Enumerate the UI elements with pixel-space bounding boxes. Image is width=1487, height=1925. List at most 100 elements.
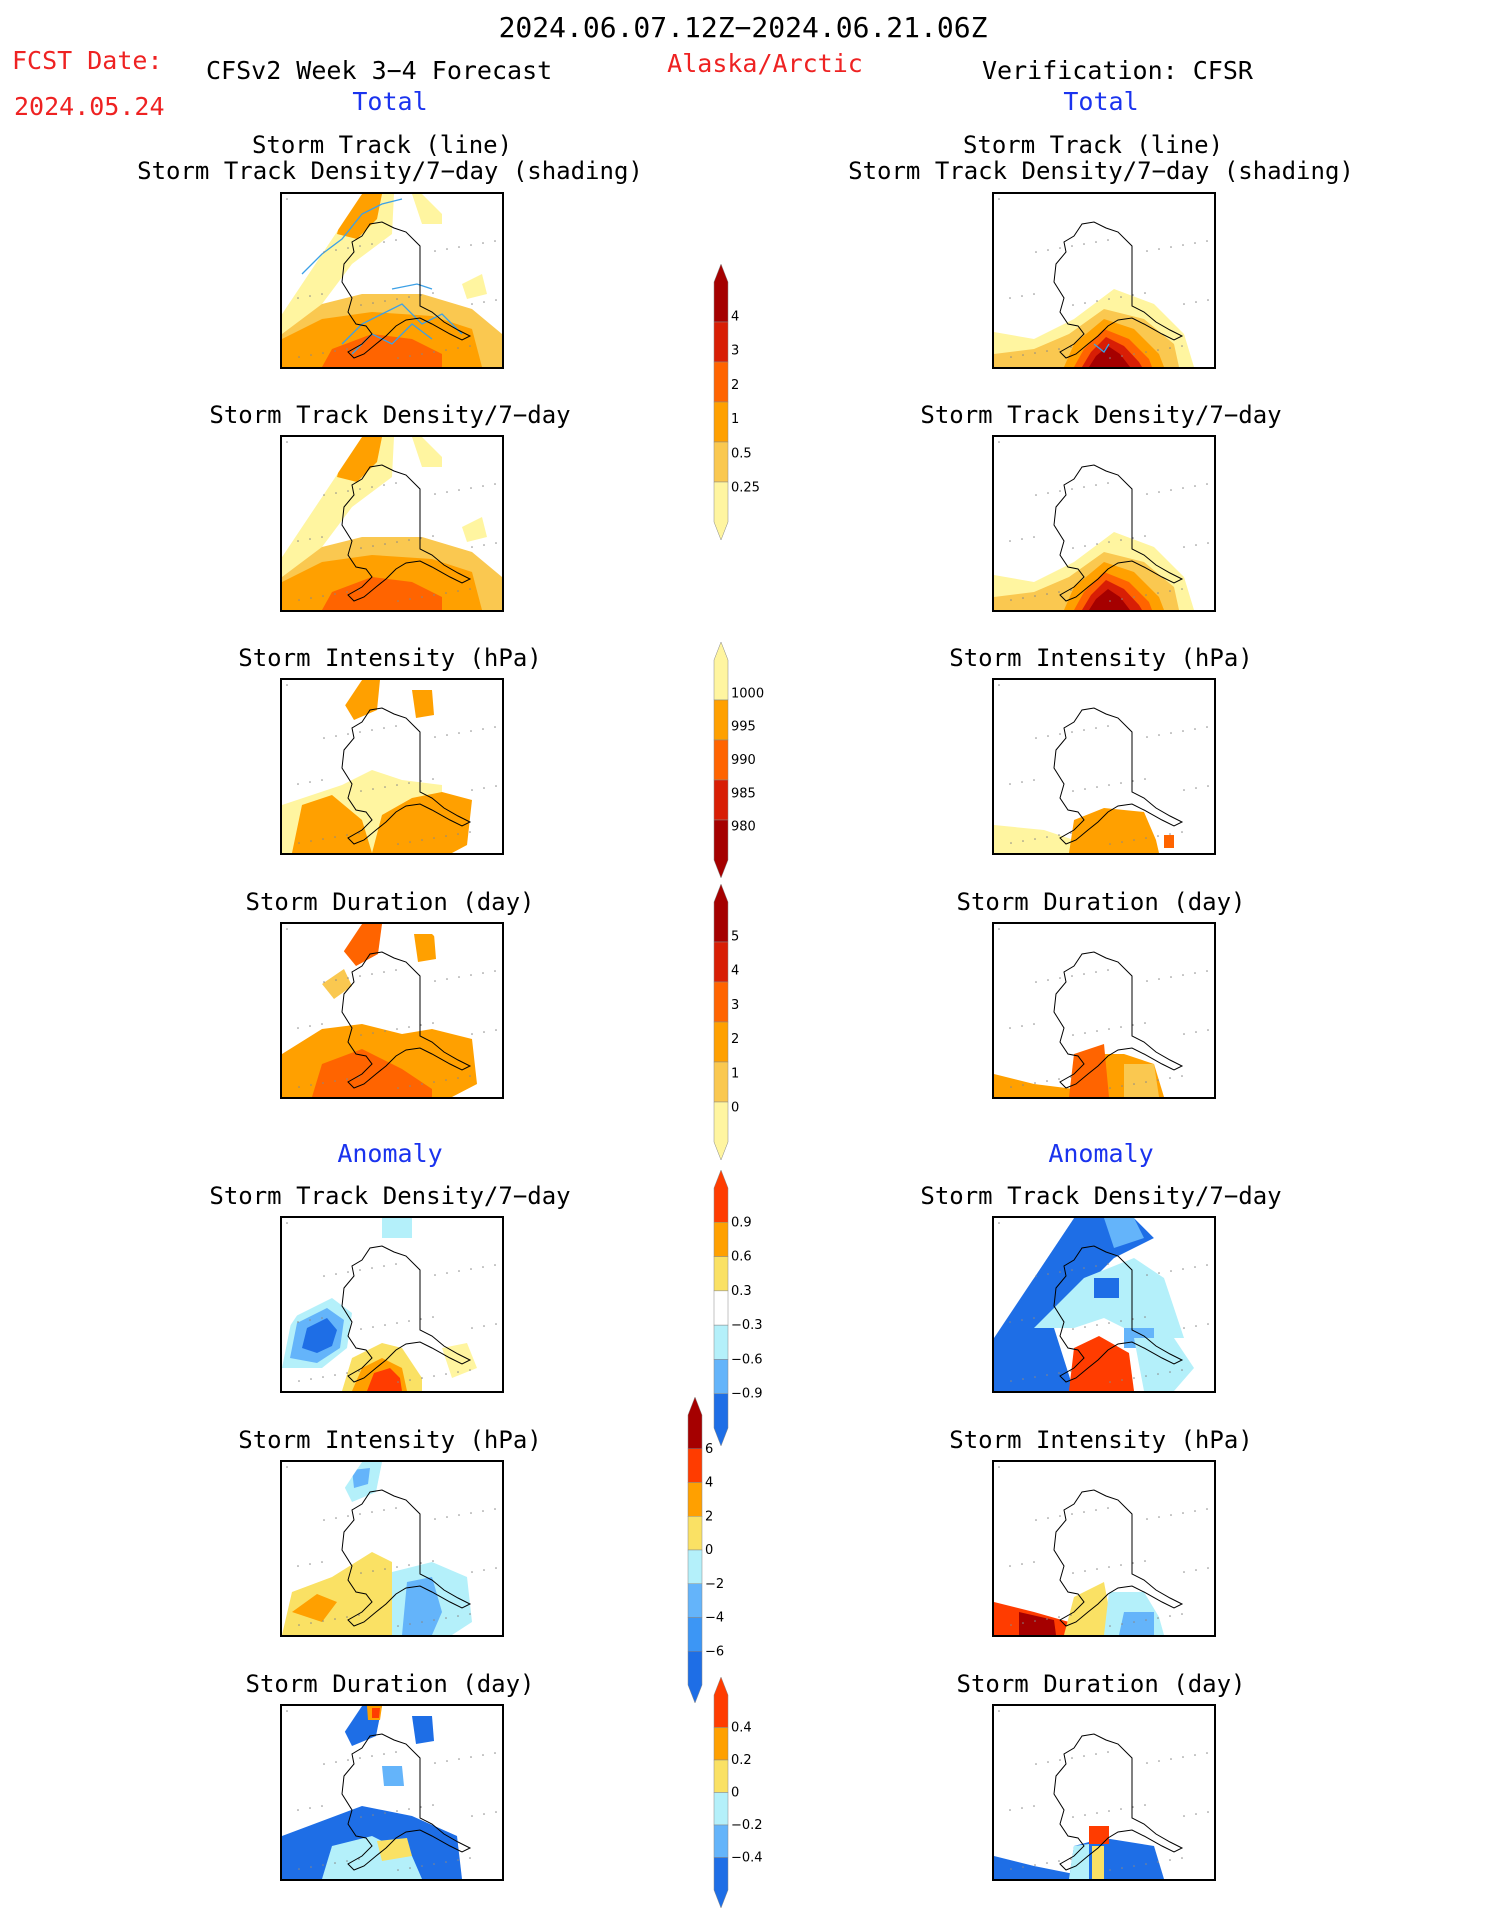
colorbar-tick-label: −0.3 bbox=[731, 1318, 763, 1333]
graticule-dot bbox=[1145, 1863, 1147, 1865]
graticule-dot bbox=[1183, 1327, 1185, 1329]
map-canvas bbox=[282, 924, 497, 1097]
graticule-dot bbox=[298, 599, 300, 601]
colorbar-swatch bbox=[713, 1857, 729, 1909]
graticule-dot bbox=[322, 1864, 324, 1866]
graticule-dot bbox=[1083, 973, 1085, 975]
graticule-dot bbox=[998, 1466, 1000, 1468]
graticule-dot bbox=[494, 1508, 496, 1510]
graticule-dot bbox=[434, 1274, 436, 1276]
shaded-region bbox=[1092, 1846, 1104, 1879]
anomaly-label-left: Anomaly bbox=[337, 1139, 443, 1168]
graticule-dot bbox=[432, 292, 434, 294]
map-density-forecast bbox=[280, 435, 504, 612]
graticule-dot bbox=[1158, 734, 1160, 736]
title-intensity-anom-right: Storm Intensity (hPa) bbox=[949, 1426, 1253, 1454]
graticule-dot bbox=[1145, 1619, 1147, 1621]
graticule-dot bbox=[384, 543, 386, 545]
colorbar-swatch bbox=[713, 1169, 729, 1223]
colorbar-tick-label: 1000 bbox=[731, 686, 764, 701]
graticule-dot bbox=[1183, 546, 1185, 548]
graticule-dot bbox=[1034, 1376, 1036, 1378]
graticule-dot bbox=[1070, 1858, 1072, 1860]
graticule-dot bbox=[395, 725, 397, 727]
graticule-dot bbox=[1195, 787, 1197, 789]
graticule-dot bbox=[1070, 1614, 1072, 1616]
graticule-dot bbox=[1084, 1814, 1086, 1816]
graticule-dot bbox=[1083, 486, 1085, 488]
graticule-dot bbox=[1009, 1027, 1011, 1029]
graticule-dot bbox=[1108, 1028, 1110, 1030]
graticule-dot bbox=[469, 588, 471, 590]
colorbar-tick-label: 2 bbox=[731, 1032, 739, 1047]
graticule-dot bbox=[471, 1327, 473, 1329]
graticule-dot bbox=[1158, 491, 1160, 493]
shaded-region bbox=[322, 1836, 422, 1879]
graticule-dot bbox=[998, 684, 1000, 686]
graticule-dot bbox=[346, 1616, 348, 1618]
graticule-dot bbox=[346, 348, 348, 350]
graticule-dot bbox=[420, 1318, 422, 1320]
title-duration-left: Storm Duration (day) bbox=[245, 888, 535, 916]
graticule-dot bbox=[1033, 536, 1035, 538]
shaded-region bbox=[312, 1049, 432, 1097]
graticule-dot bbox=[334, 1862, 336, 1864]
graticule-dot bbox=[1194, 728, 1196, 730]
graticule-dot bbox=[1195, 1031, 1197, 1033]
graticule-dot bbox=[309, 1807, 311, 1809]
graticule-dot bbox=[1146, 250, 1148, 252]
graticule-dot bbox=[321, 1805, 323, 1807]
colorbar-swatch bbox=[713, 1359, 729, 1394]
anomaly-label-right: Anomaly bbox=[1048, 1139, 1154, 1168]
graticule-dot bbox=[1059, 1515, 1061, 1517]
graticule bbox=[286, 1222, 497, 1383]
graticule-dot bbox=[1121, 1085, 1123, 1087]
colorbar-swatch bbox=[687, 1651, 703, 1704]
graticule-dot bbox=[1096, 1324, 1098, 1326]
title-density-left: Storm Track Density/7−day bbox=[209, 401, 571, 429]
graticule-dot bbox=[334, 836, 336, 838]
graticule-dot bbox=[397, 1869, 399, 1871]
graticule-dot bbox=[1182, 1512, 1184, 1514]
graticule-dot bbox=[420, 294, 422, 296]
graticule-dot bbox=[457, 1615, 459, 1617]
graticule-dot bbox=[458, 489, 460, 491]
graticule-dot bbox=[1010, 1380, 1012, 1382]
colorbar-tick-label: 4 bbox=[731, 964, 739, 979]
graticule-dot bbox=[358, 832, 360, 834]
shaded-region bbox=[282, 437, 394, 610]
graticule-dot bbox=[1120, 1808, 1122, 1810]
graticule-dot bbox=[409, 598, 411, 600]
graticule-dot bbox=[1144, 535, 1146, 537]
graticule-dot bbox=[408, 1808, 410, 1810]
graticule-dot bbox=[1021, 295, 1023, 297]
region-title: Alaska/Arctic bbox=[667, 49, 863, 78]
shaded-region bbox=[1134, 1338, 1194, 1391]
colorbar-swatch bbox=[687, 1549, 703, 1584]
graticule-dot bbox=[335, 249, 337, 251]
graticule-dot bbox=[1010, 356, 1012, 358]
graticule-dot bbox=[1132, 1562, 1134, 1564]
graticule-dot bbox=[1033, 1805, 1035, 1807]
graticule-dot bbox=[1046, 1374, 1048, 1376]
graticule-dot bbox=[1182, 974, 1184, 976]
graticule-dot bbox=[1022, 354, 1024, 356]
graticule-dot bbox=[1169, 590, 1171, 592]
graticule-dot bbox=[1170, 246, 1172, 248]
map-density-verification bbox=[992, 435, 1216, 612]
shaded-region bbox=[292, 1594, 337, 1622]
graticule-dot bbox=[1207, 1323, 1209, 1325]
graticule-dot bbox=[445, 1373, 447, 1375]
graticule-dot bbox=[420, 537, 422, 539]
graticule-dot bbox=[433, 351, 435, 353]
graticule-dot bbox=[395, 1751, 397, 1753]
shaded-region bbox=[412, 1716, 434, 1744]
map-canvas bbox=[994, 928, 1209, 1097]
graticule-dot bbox=[1181, 1075, 1183, 1077]
graticule-dot bbox=[432, 1022, 434, 1024]
graticule-dot bbox=[323, 494, 325, 496]
graticule-dot bbox=[1072, 304, 1074, 306]
graticule-dot bbox=[1146, 1518, 1148, 1520]
alaska-coastline bbox=[341, 464, 472, 602]
graticule-dot bbox=[458, 1270, 460, 1272]
